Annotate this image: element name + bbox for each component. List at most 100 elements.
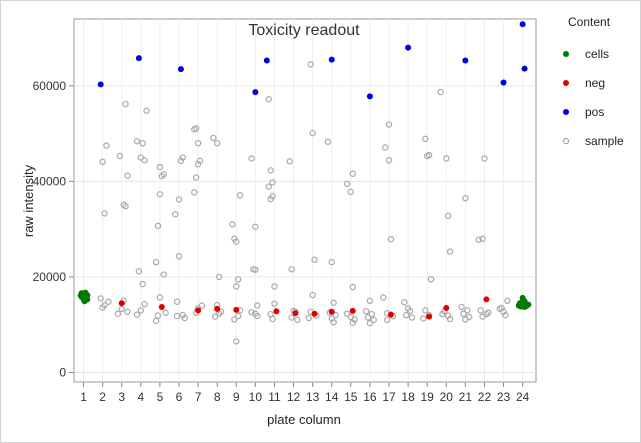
point-sample xyxy=(349,283,356,291)
point-sample xyxy=(139,139,146,147)
point-sample xyxy=(177,157,185,165)
point-neg xyxy=(349,307,356,314)
point-sample xyxy=(370,316,377,324)
point-sample xyxy=(103,142,110,149)
point-sample xyxy=(347,188,355,196)
point-sample xyxy=(97,295,104,302)
point-sample xyxy=(462,194,469,202)
point-sample xyxy=(124,308,131,315)
legend-label-sample: sample xyxy=(585,134,624,148)
x-tick-label: 4 xyxy=(137,390,144,404)
point-sample xyxy=(160,171,167,178)
point-sample xyxy=(217,308,225,315)
x-tick-label: 16 xyxy=(363,390,377,404)
point-sample xyxy=(135,267,143,275)
point-sample xyxy=(330,319,337,326)
point-sample xyxy=(215,273,223,281)
point-sample xyxy=(194,139,202,147)
point-sample xyxy=(154,312,162,319)
point-sample xyxy=(366,320,374,327)
point-sample xyxy=(175,253,183,260)
point-sample xyxy=(443,155,450,162)
point-sample xyxy=(179,154,187,161)
point-sample xyxy=(271,300,278,307)
point-sample xyxy=(152,258,160,266)
point-sample xyxy=(137,307,145,314)
point-sample xyxy=(269,179,276,186)
point-pos xyxy=(462,57,469,64)
point-sample xyxy=(385,121,393,128)
point-sample xyxy=(294,316,301,324)
point-sample xyxy=(101,210,108,217)
point-sample xyxy=(330,299,337,306)
x-tick-label: 22 xyxy=(478,390,492,404)
point-sample xyxy=(234,312,242,320)
point-sample xyxy=(422,307,429,314)
point-sample xyxy=(462,316,469,323)
point-sample xyxy=(141,157,148,164)
legend-marker-neg xyxy=(563,80,569,86)
point-sample xyxy=(191,189,198,196)
point-sample xyxy=(444,312,452,319)
point-sample xyxy=(141,300,148,308)
point-sample xyxy=(248,155,255,162)
point-sample xyxy=(181,314,188,322)
x-tick-label: 5 xyxy=(157,390,164,404)
y-axis-ticks: 0 20000 40000 60000 xyxy=(33,79,74,379)
point-pos xyxy=(252,89,259,96)
point-sample xyxy=(105,298,112,305)
point-sample xyxy=(143,107,150,114)
y-tick-label: 40000 xyxy=(33,174,67,188)
x-tick-label: 18 xyxy=(401,390,415,404)
point-pos xyxy=(328,56,335,63)
point-sample xyxy=(366,297,374,305)
point-sample xyxy=(265,183,272,190)
x-tick-label: 6 xyxy=(176,390,183,404)
x-tick-label: 3 xyxy=(118,390,125,404)
point-neg xyxy=(195,307,202,314)
point-sample xyxy=(233,238,240,245)
point-neg xyxy=(483,296,490,303)
point-pos xyxy=(519,21,526,28)
point-sample xyxy=(332,311,339,319)
point-sample xyxy=(192,174,200,181)
point-sample xyxy=(118,305,125,313)
x-tick-label: 9 xyxy=(233,390,240,404)
point-sample xyxy=(175,196,183,203)
data-points xyxy=(77,21,532,345)
point-sample xyxy=(479,235,486,242)
point-neg xyxy=(328,308,335,315)
point-sample xyxy=(114,310,122,317)
point-sample xyxy=(156,191,164,198)
point-sample xyxy=(311,256,318,263)
x-tick-label: 14 xyxy=(325,390,339,404)
point-neg xyxy=(426,313,433,320)
point-sample xyxy=(439,310,446,318)
point-neg xyxy=(158,304,165,311)
point-sample xyxy=(229,221,236,228)
point-sample xyxy=(502,311,509,319)
point-sample xyxy=(194,160,202,168)
point-sample xyxy=(498,304,505,312)
y-tick-label: 20000 xyxy=(33,270,67,284)
point-sample xyxy=(122,203,129,210)
point-neg xyxy=(214,305,221,312)
x-tick-label: 13 xyxy=(306,390,320,404)
point-sample xyxy=(265,96,272,103)
point-pos xyxy=(366,93,373,100)
x-axis-title: plate column xyxy=(267,412,341,427)
point-sample xyxy=(286,158,293,165)
x-tick-label: 23 xyxy=(497,390,511,404)
point-sample xyxy=(158,172,166,180)
point-sample xyxy=(133,138,141,145)
point-pos xyxy=(135,55,142,62)
point-sample xyxy=(173,312,181,320)
legend: Content cells neg pos sample xyxy=(562,15,624,148)
x-tick-label: 19 xyxy=(421,390,435,404)
point-sample xyxy=(437,88,444,96)
point-sample xyxy=(309,291,316,299)
point-sample xyxy=(383,316,391,324)
point-sample xyxy=(236,192,244,199)
point-neg xyxy=(118,300,125,307)
